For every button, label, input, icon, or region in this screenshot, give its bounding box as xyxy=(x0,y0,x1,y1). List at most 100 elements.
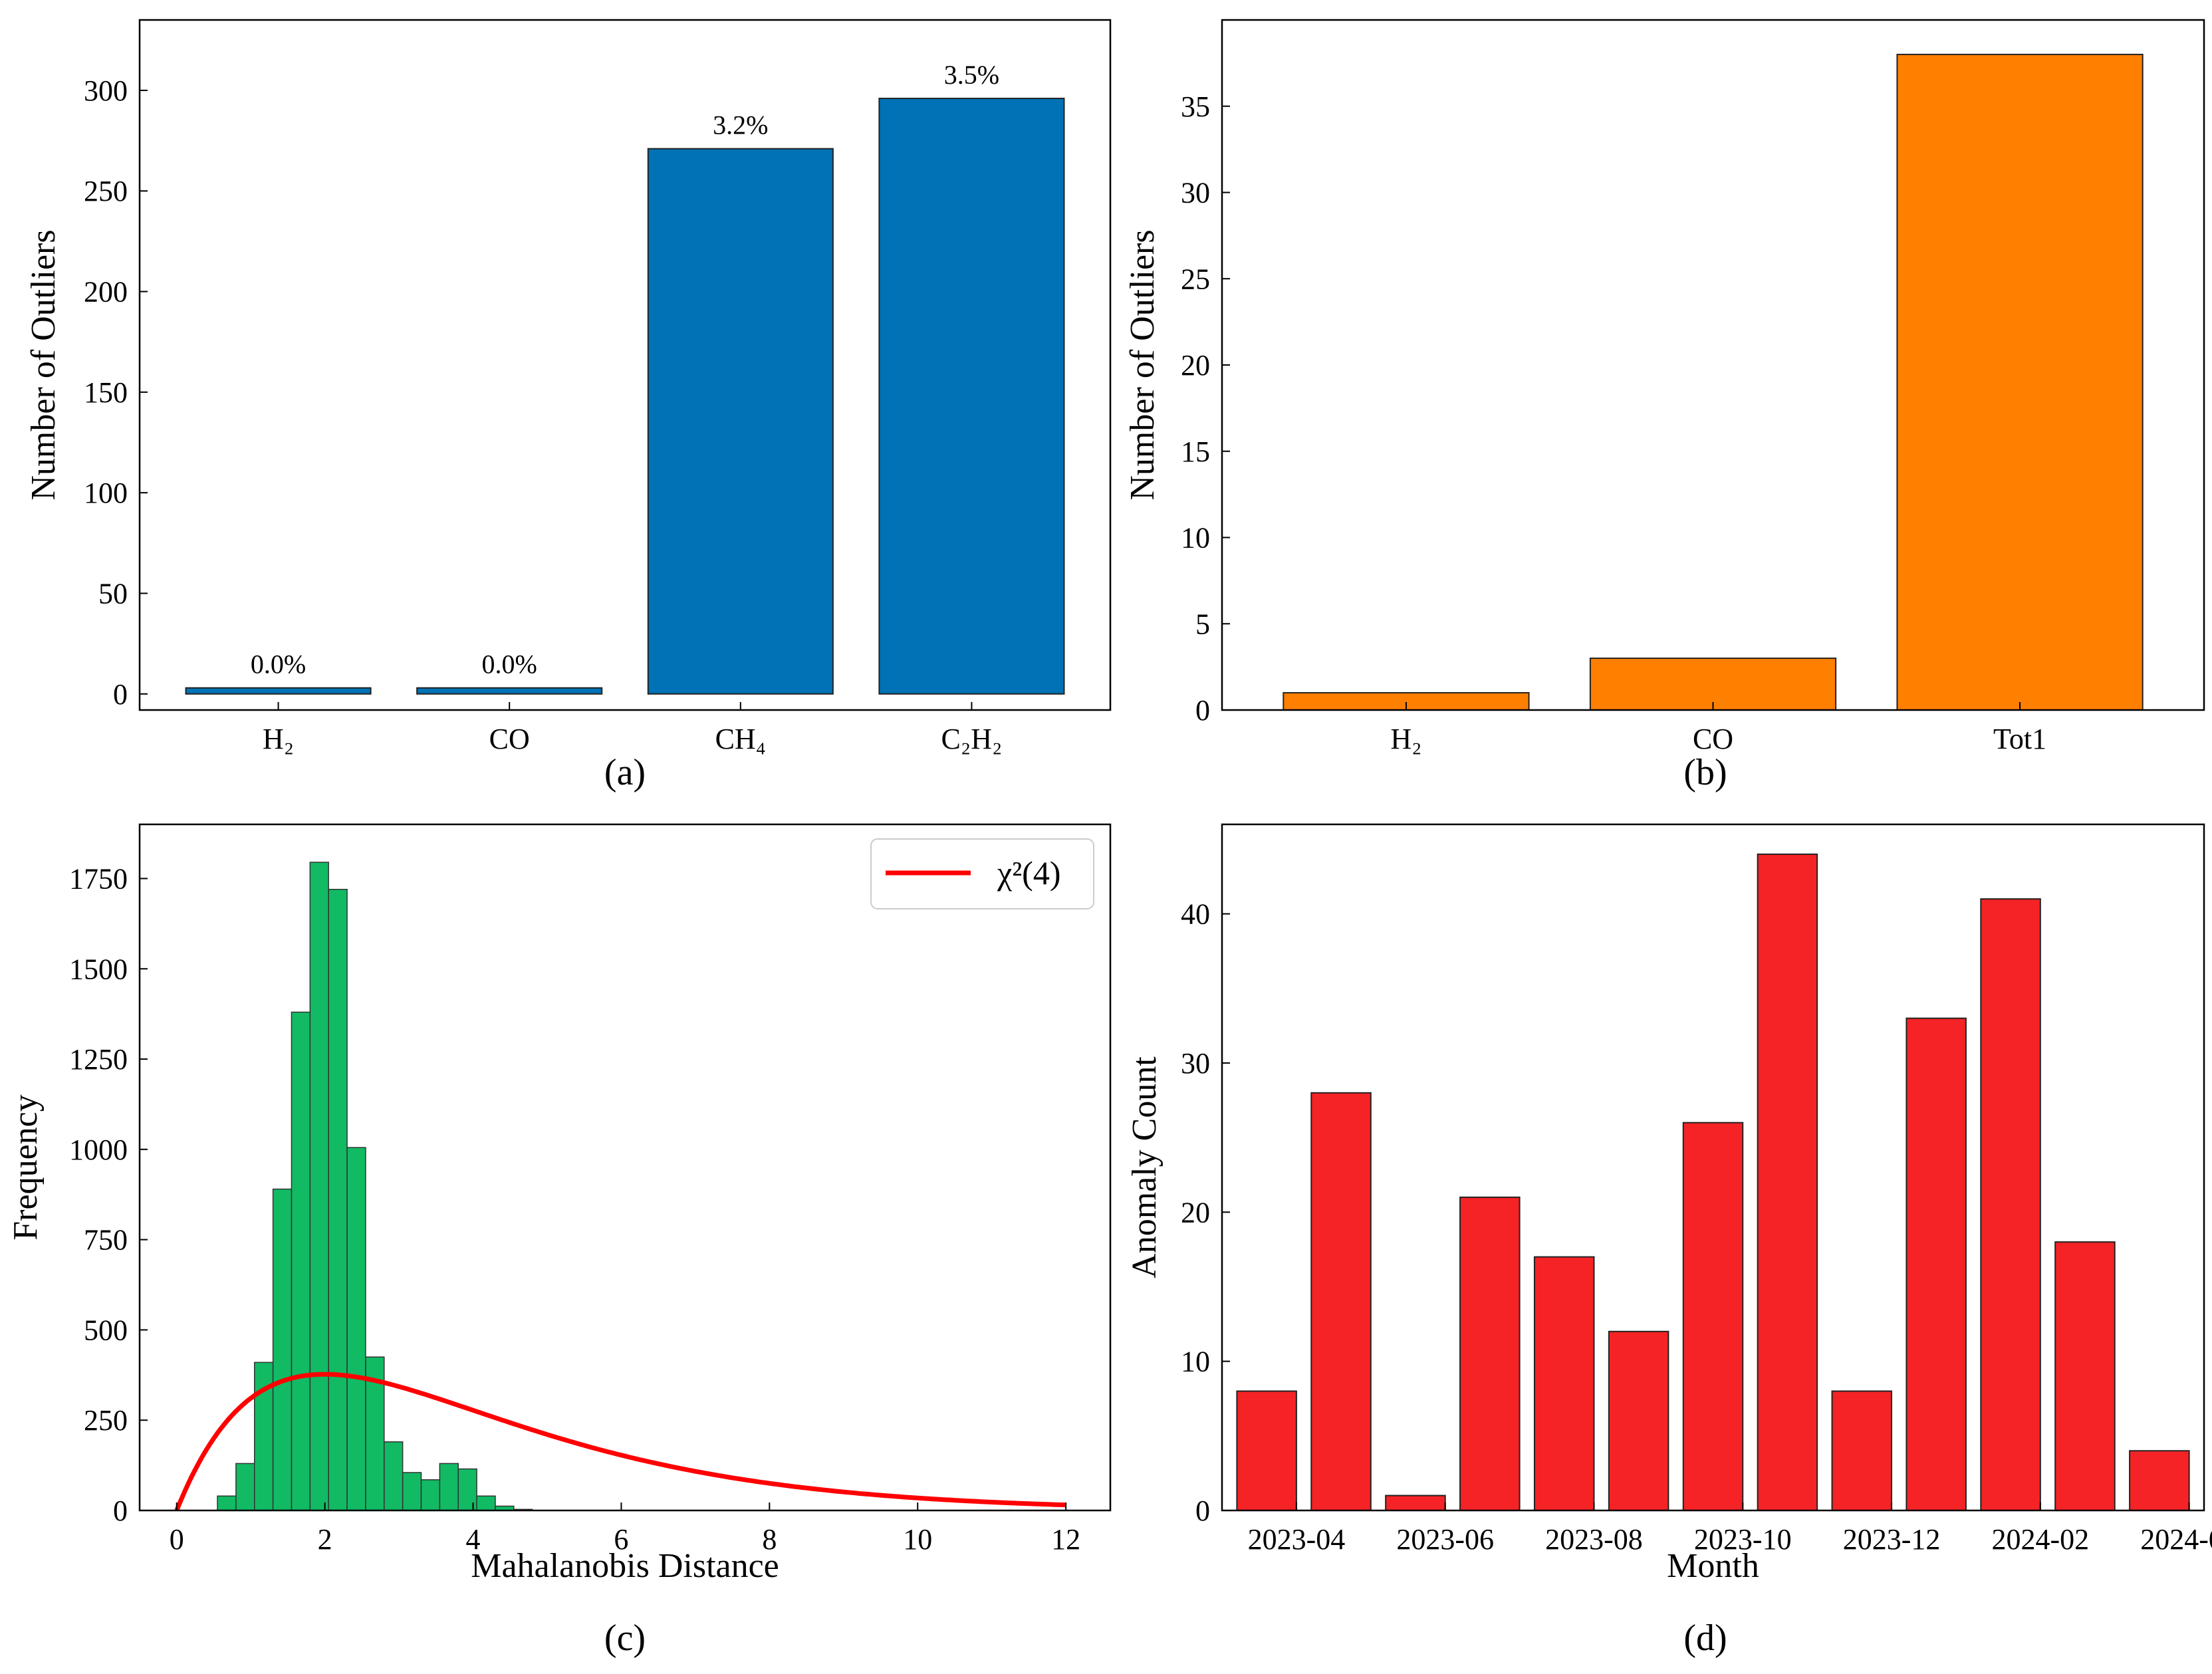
panel-c: 0 2 4 6 8 10 12 χ²(4) 0 250 500 750 1000 1250 1500 1750… xyxy=(7,823,1112,1659)
bar-2024-02 xyxy=(1980,898,2041,1512)
bar-CO xyxy=(1589,658,1837,711)
x-tick-label: 2023-12 xyxy=(1843,1523,1941,1556)
bar-2024-04 xyxy=(2129,1450,2190,1512)
data-label: 3.5% xyxy=(944,60,999,90)
bar-2023-09 xyxy=(1608,1330,1669,1511)
x-tick-label: 2 xyxy=(318,1523,332,1556)
bar-H₂ xyxy=(185,687,372,695)
y-tick-label: 35 xyxy=(1181,90,1210,123)
axes-frame xyxy=(1221,19,2205,711)
y-tick-label: 1250 xyxy=(69,1043,128,1076)
panel-label: (b) xyxy=(1683,752,1727,793)
y-tick-label: 300 xyxy=(84,74,128,107)
y-tick-label: 25 xyxy=(1181,263,1210,295)
hist-bin xyxy=(457,1468,477,1511)
bar-2023-08 xyxy=(1533,1256,1595,1511)
hist-bin xyxy=(439,1463,459,1511)
y-tick-label: 250 xyxy=(84,1404,128,1437)
hist-bin xyxy=(328,889,348,1511)
bar-Tot1 xyxy=(1896,53,2144,711)
y-tick-label: 1500 xyxy=(69,953,128,985)
bar-C₂H₂ xyxy=(878,98,1065,695)
x-tick-label: 2023-10 xyxy=(1694,1523,1792,1556)
hist-bin xyxy=(235,1463,255,1511)
x-tick-label: C₂H₂ xyxy=(941,723,1003,755)
x-tick-label: 2024-02 xyxy=(1992,1523,2090,1556)
x-tick-label: 4 xyxy=(466,1523,481,1556)
y-tick-label: 30 xyxy=(1181,1047,1210,1080)
x-tick-label: CO xyxy=(489,723,530,755)
hist-bin xyxy=(402,1472,422,1511)
y-axis-label: Number of Outliers xyxy=(1124,229,1162,500)
hist-bin xyxy=(309,862,329,1511)
axes-frame xyxy=(138,19,1112,711)
legend-box xyxy=(870,838,1094,909)
y-tick-label: 500 xyxy=(84,1314,128,1346)
x-tick-label: Tot1 xyxy=(1993,723,2046,755)
chi2-curve xyxy=(174,1372,1066,1512)
y-tick-label: 750 xyxy=(84,1224,128,1256)
y-tick-label: 5 xyxy=(1195,608,1210,640)
y-tick-label: 0 xyxy=(1195,1495,1210,1527)
x-tick-label: 2023-04 xyxy=(1248,1523,1346,1556)
hist-bin xyxy=(217,1495,237,1511)
hist-bin xyxy=(476,1495,496,1511)
bar-2023-07 xyxy=(1459,1196,1521,1511)
y-tick-label: 150 xyxy=(84,376,128,409)
y-tick-label: 20 xyxy=(1181,349,1210,382)
y-tick-label: 10 xyxy=(1181,522,1210,554)
data-label: 0.0% xyxy=(251,650,306,679)
bar-CO xyxy=(416,687,603,695)
bar-2023-04 xyxy=(1236,1390,1297,1511)
bar-CH₄ xyxy=(647,148,834,695)
x-tick-label: 2023-06 xyxy=(1396,1523,1494,1556)
y-axis-label: Number of Outliers xyxy=(25,229,62,500)
hist-bin xyxy=(420,1479,441,1511)
legend-entry: χ²(4) xyxy=(997,854,1060,892)
y-tick-label: 0 xyxy=(113,678,128,711)
x-axis-label: Month xyxy=(1667,1547,1759,1585)
y-tick-label: 100 xyxy=(84,477,128,509)
bar-2024-03 xyxy=(2054,1241,2116,1512)
y-tick-label: 30 xyxy=(1181,177,1210,209)
panel-d: 2023-04 2023-06 2023-08 2023-10 2023-12 2024-… xyxy=(1126,823,2212,1659)
hist-bin xyxy=(272,1188,293,1511)
legend: χ²(4) xyxy=(870,838,1094,909)
bar-2023-05 xyxy=(1310,1092,1372,1511)
data-label: 3.2% xyxy=(713,110,768,140)
y-tick-label: 15 xyxy=(1181,435,1210,468)
x-tick-label: 12 xyxy=(1051,1523,1080,1556)
y-axis-label: Anomaly Count xyxy=(1126,1056,1164,1278)
bar-2023-06 xyxy=(1385,1495,1446,1511)
y-tick-label: 10 xyxy=(1181,1346,1210,1378)
x-tick-label: CO xyxy=(1693,723,1733,755)
panel-b: H₂ CO Tot1 0 5 10 15 20 25 30 35 Number of Outliers… xyxy=(1124,19,2205,793)
panel-a: 0.0% 0.0% 3.2% 3.5% H₂ CO CH₄ C₂H₂ 0 50 100 150 200 2… xyxy=(25,19,1112,793)
x-axis-label: Mahalanobis Distance xyxy=(471,1547,779,1585)
x-tick-label: 6 xyxy=(614,1523,628,1556)
y-tick-label: 50 xyxy=(98,577,128,610)
x-tick-label: CH₄ xyxy=(715,723,766,755)
x-tick-label: H₂ xyxy=(263,723,294,755)
x-tick-label: 0 xyxy=(170,1523,184,1556)
axes-frame xyxy=(1221,823,2205,1512)
x-tick-label: H₂ xyxy=(1390,723,1421,755)
y-tick-label: 1000 xyxy=(69,1134,128,1166)
bar-2023-12 xyxy=(1831,1390,1893,1511)
panel-label: (a) xyxy=(604,752,646,793)
y-tick-label: 200 xyxy=(84,276,128,308)
x-tick-label: 2024-04 xyxy=(2140,1523,2212,1556)
axes-frame xyxy=(138,823,1112,1512)
x-tick-label: 10 xyxy=(903,1523,932,1556)
y-tick-label: 250 xyxy=(84,175,128,207)
data-label: 0.0% xyxy=(482,650,537,679)
panel-label: (c) xyxy=(604,1617,646,1659)
y-tick-label: 1750 xyxy=(69,862,128,895)
y-tick-label: 0 xyxy=(113,1495,128,1527)
panel-label: (d) xyxy=(1683,1617,1727,1659)
hist-bin xyxy=(291,1011,311,1511)
bar-2023-10 xyxy=(1682,1122,1744,1511)
hist-bin xyxy=(384,1441,404,1511)
y-tick-label: 40 xyxy=(1181,898,1210,931)
